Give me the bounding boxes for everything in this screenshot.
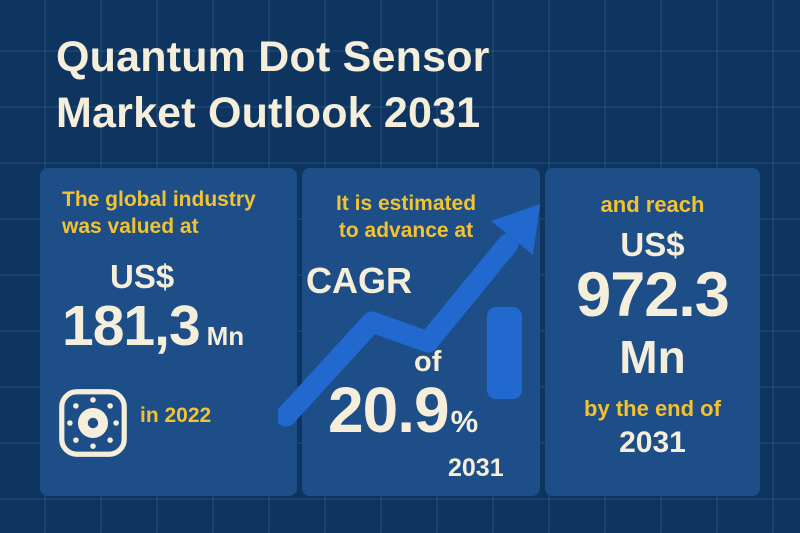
growth-intro-line-2: to advance at: [338, 219, 474, 243]
growth-intro: It is estimated to advance at: [310, 190, 502, 245]
forecast-currency: US$: [620, 226, 685, 263]
growth-panel: It is estimated to advance at CAGR of 20…: [278, 168, 540, 496]
valuation-value-row: 181,3 Mn: [62, 298, 244, 355]
of-label: of: [414, 346, 442, 378]
valuation-intro: The global industry was valued at: [62, 188, 256, 239]
valuation-value: 181,3: [62, 294, 201, 358]
growth-arrow-icon: [278, 204, 540, 427]
forecast-intro: and reach: [600, 192, 705, 217]
forecast-year: 2031: [619, 426, 686, 459]
bar-icon: [487, 307, 522, 399]
valuation-unit: Mn: [206, 321, 245, 351]
growth-year: 2031: [448, 454, 504, 482]
title-line-2: Market Outlook 2031: [56, 88, 481, 137]
cagr-label: CAGR: [306, 260, 412, 301]
cagr-value-row: 20.9 %: [328, 378, 478, 442]
percent-sign: %: [450, 404, 479, 439]
valuation-currency: US$: [110, 258, 175, 295]
forecast-value: 972.3: [576, 260, 730, 330]
sensor-icon: [59, 389, 127, 457]
page-title: Quantum Dot Sensor Market Outlook 2031: [56, 30, 490, 142]
stat-panels: The global industry was valued at US$ 18…: [40, 168, 760, 496]
title-line-1: Quantum Dot Sensor: [56, 33, 490, 81]
cagr-value: 20.9: [328, 374, 450, 446]
growth-intro-line-1: It is estimated: [335, 192, 477, 215]
forecast-suffix: by the end of: [584, 396, 721, 421]
valuation-year: in 2022: [140, 404, 212, 427]
forecast-unit: Mn: [619, 331, 686, 383]
valuation-panel: The global industry was valued at US$ 18…: [40, 168, 297, 496]
forecast-panel: and reach US$ 972.3 Mn by the end of 203…: [545, 168, 760, 496]
